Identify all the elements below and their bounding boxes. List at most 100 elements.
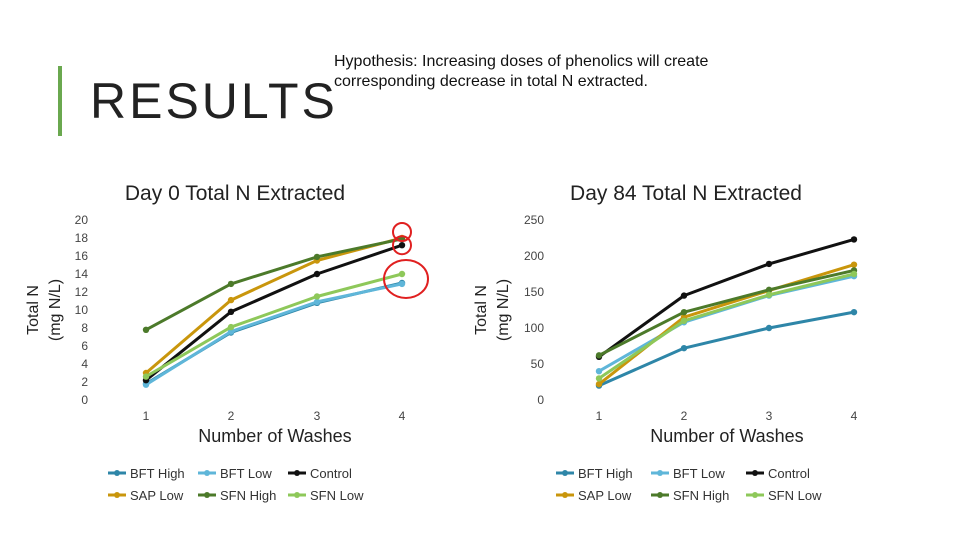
title-accent-bar <box>58 66 62 136</box>
y-tick-label: 50 <box>531 357 545 371</box>
x-tick-label: 2 <box>681 409 688 423</box>
chart-title: Day 0 Total N Extracted <box>125 182 345 205</box>
series-sfn-low <box>142 270 406 380</box>
series-control <box>595 236 858 360</box>
legend-item: Control <box>746 466 810 481</box>
x-tick-label: 3 <box>314 409 321 423</box>
y-tick-label: 150 <box>524 285 544 299</box>
data-point <box>595 352 603 359</box>
data-point <box>595 380 603 388</box>
data-point <box>765 291 773 299</box>
data-point <box>313 293 321 300</box>
y-tick-label: 14 <box>75 267 89 281</box>
x-axis-label: Number of Washes <box>650 426 803 446</box>
data-point <box>595 368 603 375</box>
legend-item: SFN Low <box>288 488 364 503</box>
legend-label: BFT High <box>130 466 185 481</box>
legend-marker <box>294 470 300 476</box>
data-point <box>227 296 235 304</box>
y-tick-label: 250 <box>524 213 544 227</box>
legend-marker <box>562 492 568 498</box>
data-point <box>398 270 406 278</box>
series-sfn-low <box>595 270 858 382</box>
data-point <box>227 323 235 331</box>
data-point <box>227 308 235 315</box>
y-tick-label: 100 <box>524 321 544 335</box>
series-bft-low <box>142 280 406 388</box>
legend-marker <box>752 492 758 498</box>
y-tick-label: 10 <box>75 303 89 317</box>
series-line <box>598 268 855 357</box>
legend-marker <box>752 470 758 476</box>
y-tick-label: 6 <box>81 339 88 353</box>
legend-label: BFT Low <box>673 466 725 481</box>
x-tick-label: 3 <box>766 409 773 423</box>
x-tick-label: 1 <box>596 409 603 423</box>
legend-marker <box>657 470 663 476</box>
y-tick-label: 0 <box>81 393 88 407</box>
y-tick-label: 18 <box>75 231 89 245</box>
chart-day84: Day 84 Total N Extracted Total N (mg N/L) 0… <box>473 182 858 503</box>
data-point <box>765 324 773 332</box>
legend-label: SAP Low <box>130 488 184 503</box>
data-point <box>850 236 858 243</box>
series-bft-high <box>595 308 858 389</box>
data-point <box>680 317 688 324</box>
x-tick-label: 4 <box>399 409 406 423</box>
data-point <box>680 308 688 316</box>
data-point <box>142 326 150 333</box>
annotation-circle <box>392 235 412 256</box>
data-point <box>680 344 688 352</box>
y-tick-label: 16 <box>75 249 89 263</box>
x-axis-label: Number of Washes <box>198 426 351 446</box>
y-tick-label: 20 <box>75 213 89 227</box>
legend-item: BFT Low <box>651 466 725 481</box>
legend-item: BFT High <box>556 466 633 481</box>
legend-marker <box>562 470 568 476</box>
slide-title: RESULTS <box>90 73 338 129</box>
data-point <box>398 280 406 288</box>
hypothesis-text: Hypothesis: Increasing doses of phenolic… <box>334 53 709 90</box>
data-point <box>142 381 150 388</box>
legend-marker <box>657 492 663 498</box>
legend-marker <box>114 492 120 498</box>
data-point <box>313 253 321 261</box>
series-bft-high <box>142 279 406 387</box>
legend-marker <box>204 470 210 476</box>
series-line <box>598 310 855 387</box>
data-point <box>765 260 773 268</box>
series-line <box>598 237 855 359</box>
data-point <box>850 270 858 278</box>
series-bft-low <box>595 272 858 375</box>
data-point <box>227 280 235 288</box>
y-tick-label: 8 <box>81 321 88 335</box>
legend-item: SAP Low <box>108 488 184 503</box>
data-point <box>227 328 235 335</box>
legend-label: SFN High <box>220 488 276 503</box>
y-axis-label: Total N (mg N/L) <box>473 279 512 341</box>
annotation-circle <box>383 258 429 299</box>
legend-item: SAP Low <box>556 488 632 503</box>
y-tick-label: 200 <box>524 249 544 263</box>
data-point <box>398 242 406 249</box>
legend-marker <box>294 492 300 498</box>
series-line <box>145 243 403 382</box>
x-tick-label: 1 <box>143 409 150 423</box>
legend-label: BFT High <box>578 466 633 481</box>
legend-label: Control <box>310 466 352 481</box>
y-axis-label: Total N (mg N/L) <box>25 279 64 341</box>
legend-marker <box>204 492 210 498</box>
y-tick-label: 0 <box>537 393 544 407</box>
data-point <box>142 373 150 380</box>
legend-item: SFN High <box>651 488 729 503</box>
data-point <box>313 298 321 306</box>
annotation-circle <box>392 222 412 242</box>
legend-label: SFN Low <box>310 488 364 503</box>
data-point <box>313 270 321 278</box>
legend: BFT High BFT Low Control SAP Low SFN High SFN… <box>556 466 822 503</box>
series-line <box>145 282 403 386</box>
legend-marker <box>114 470 120 476</box>
legend: BFT High BFT Low Control SAP Low SFN High SFN… <box>108 466 364 503</box>
legend-label: BFT Low <box>220 466 272 481</box>
data-point <box>765 286 773 294</box>
